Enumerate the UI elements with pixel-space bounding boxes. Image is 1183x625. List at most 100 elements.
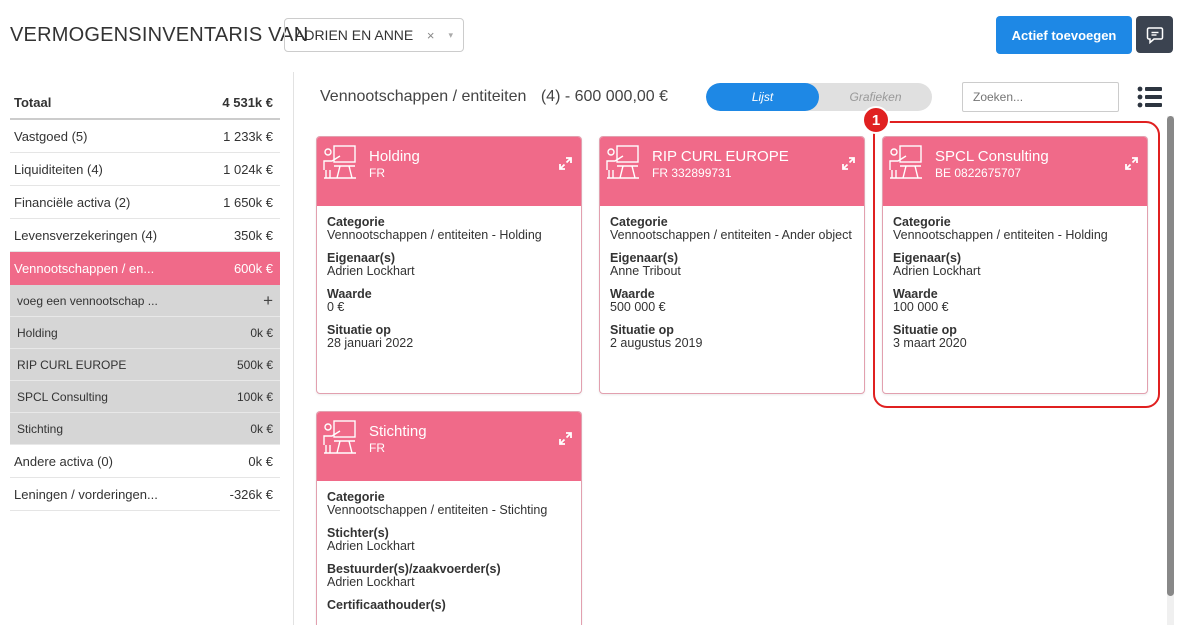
card-body: Categorie Vennootschappen / entiteiten -… (600, 206, 864, 359)
sidebar-subitem-spcl[interactable]: SPCL Consulting 100k € (10, 381, 280, 413)
field-value: Vennootschappen / entiteiten - Holding (893, 228, 1108, 242)
sidebar-subitem-stichting[interactable]: Stichting 0k € (10, 413, 280, 445)
chat-bubble-icon (1146, 26, 1163, 44)
field-label: Eigenaar(s) (893, 251, 962, 265)
card-header: RIP CURL EUROPE FR 332899731 (600, 137, 864, 206)
section-title: Vennootschappen / entiteiten (4) - 600 0… (320, 88, 668, 106)
sidebar-subitem-rip-curl[interactable]: RIP CURL EUROPE 500k € (10, 349, 280, 381)
search-input[interactable] (962, 82, 1119, 112)
field-label: Categorie (327, 215, 385, 229)
entity-card-rip-curl[interactable]: RIP CURL EUROPE FR 332899731 Categorie V… (599, 136, 865, 394)
entity-card-spcl[interactable]: SPCL Consulting BE 0822675707 Categorie … (882, 136, 1148, 394)
sidebar-item-value: 600k € (233, 261, 273, 276)
sidebar-subitem-value: 500k € (236, 357, 273, 372)
field-value: Vennootschappen / entiteiten - Stichting (327, 503, 548, 517)
sidebar-item-vastgoed[interactable]: Vastgoed (5) 1 233k € (10, 120, 280, 153)
plus-icon[interactable]: + (263, 290, 273, 310)
field-value: Adrien Lockhart (893, 264, 981, 278)
field-label: Situatie op (610, 323, 674, 337)
card-subtitle: FR (369, 441, 385, 455)
sidebar-item-leningen[interactable]: Leningen / vorderingen... -326k € (10, 478, 280, 511)
client-select-value: ADRIEN EN ANNE (295, 27, 414, 43)
sidebar-item-label: Vastgoed (5) (14, 128, 88, 144)
add-company-item[interactable]: voeg een vennootschap ... + (10, 285, 280, 317)
sidebar-total-label: Totaal (14, 95, 52, 110)
sidebar-item-andere-activa[interactable]: Andere activa (0) 0k € (10, 445, 280, 478)
sidebar-subitem-value: 0k € (250, 421, 273, 436)
field-label: Situatie op (327, 323, 391, 337)
field-value: Adrien Lockhart (327, 264, 415, 278)
sidebar-subitem-label: RIP CURL EUROPE (17, 357, 127, 372)
card-header: Holding FR (317, 137, 581, 206)
scrollbar[interactable] (1167, 116, 1174, 625)
card-title: Holding (369, 148, 420, 165)
sidebar-item-value: 1 233k € (223, 128, 273, 144)
sidebar-subitem-label: SPCL Consulting (17, 389, 108, 404)
section-count: (4) - 600 000,00 € (540, 88, 669, 105)
field-value: 2 augustus 2019 (610, 336, 703, 350)
field-label: Situatie op (893, 323, 957, 337)
sidebar-item-financiele-activa[interactable]: Financiële activa (2) 1 650k € (10, 186, 280, 219)
scrollbar-thumb[interactable] (1167, 116, 1174, 596)
field-value: 0 € (327, 300, 345, 314)
step-badge: 1 (862, 106, 890, 134)
card-body: Categorie Vennootschappen / entiteiten -… (317, 481, 581, 621)
add-asset-button[interactable]: Actief toevoegen (996, 16, 1132, 54)
chat-button[interactable] (1136, 16, 1173, 53)
entity-card-stichting[interactable]: Stichting FR Categorie Vennootschappen /… (316, 411, 582, 625)
expand-icon[interactable] (1125, 157, 1138, 170)
field-label: Categorie (327, 490, 385, 504)
sidebar-item-label: Levensverzekeringen (4) (14, 227, 158, 243)
field-value: Vennootschappen / entiteiten - Holding (327, 228, 542, 242)
field-value: Anne Tribout (610, 264, 681, 278)
toggle-charts[interactable]: Grafieken (849, 90, 902, 104)
sidebar-subitem-label: Holding (17, 325, 58, 340)
field-value: 500 000 € (610, 300, 666, 314)
expand-icon[interactable] (559, 432, 572, 445)
sidebar-item-label: Liquiditeiten (4) (14, 161, 103, 177)
field-label: Eigenaar(s) (327, 251, 396, 265)
clear-icon[interactable]: × (426, 27, 435, 43)
toggle-list[interactable]: Lijst (706, 83, 819, 111)
card-subtitle: BE 0822675707 (935, 166, 1022, 180)
field-label: Eigenaar(s) (610, 251, 679, 265)
sidebar-item-value: 1 024k € (223, 161, 273, 177)
field-value: Vennootschappen / entiteiten - Ander obj… (610, 228, 852, 242)
presentation-board-icon (323, 145, 356, 179)
card-subtitle: FR (369, 166, 385, 180)
field-value: Adrien Lockhart (327, 575, 415, 589)
field-label: Waarde (327, 287, 372, 301)
chevron-down-icon[interactable]: ▾ (448, 29, 453, 40)
view-toggle: Lijst Grafieken (706, 83, 932, 111)
page-title: VERMOGENSINVENTARIS VAN (10, 24, 309, 46)
field-label: Stichter(s) (327, 526, 389, 540)
vertical-divider (293, 72, 294, 625)
sidebar-item-label: Leningen / vorderingen... (14, 486, 158, 502)
field-label: Waarde (610, 287, 655, 301)
expand-icon[interactable] (842, 157, 855, 170)
sidebar-subitem-holding[interactable]: Holding 0k € (10, 317, 280, 349)
card-body: Categorie Vennootschappen / entiteiten -… (317, 206, 581, 359)
sidebar-item-liquiditeiten[interactable]: Liquiditeiten (4) 1 024k € (10, 153, 280, 186)
sidebar-subitem-value: 0k € (250, 325, 273, 340)
sidebar-item-levensverzekeringen[interactable]: Levensverzekeringen (4) 350k € (10, 219, 280, 252)
expand-icon[interactable] (559, 157, 572, 170)
list-view-icon[interactable] (1136, 84, 1164, 110)
client-select[interactable]: ADRIEN EN ANNE × ▾ (284, 18, 464, 52)
field-label: Categorie (893, 215, 951, 229)
field-value: 3 maart 2020 (893, 336, 967, 350)
add-company-label: voeg een vennootschap ... (17, 293, 158, 308)
sidebar: Totaal 4 531k € Vastgoed (5) 1 233k € Li… (10, 87, 280, 511)
sidebar-subitem-value: 100k € (236, 389, 273, 404)
entity-card-holding[interactable]: Holding FR Categorie Vennootschappen / e… (316, 136, 582, 394)
presentation-board-icon (889, 145, 922, 179)
sidebar-item-vennootschappen[interactable]: Vennootschappen / en... 600k € (10, 252, 280, 285)
sidebar-item-value: -326k € (229, 486, 273, 502)
sidebar-total-value: 4 531k € (222, 95, 273, 110)
sidebar-item-label: Andere activa (0) (14, 453, 113, 469)
sidebar-total[interactable]: Totaal 4 531k € (10, 87, 280, 120)
sidebar-item-label: Vennootschappen / en... (14, 261, 155, 276)
sidebar-item-value: 0k € (248, 453, 273, 469)
sidebar-item-label: Financiële activa (2) (14, 194, 131, 210)
field-label: Bestuurder(s)/zaakvoerder(s) (327, 562, 501, 576)
